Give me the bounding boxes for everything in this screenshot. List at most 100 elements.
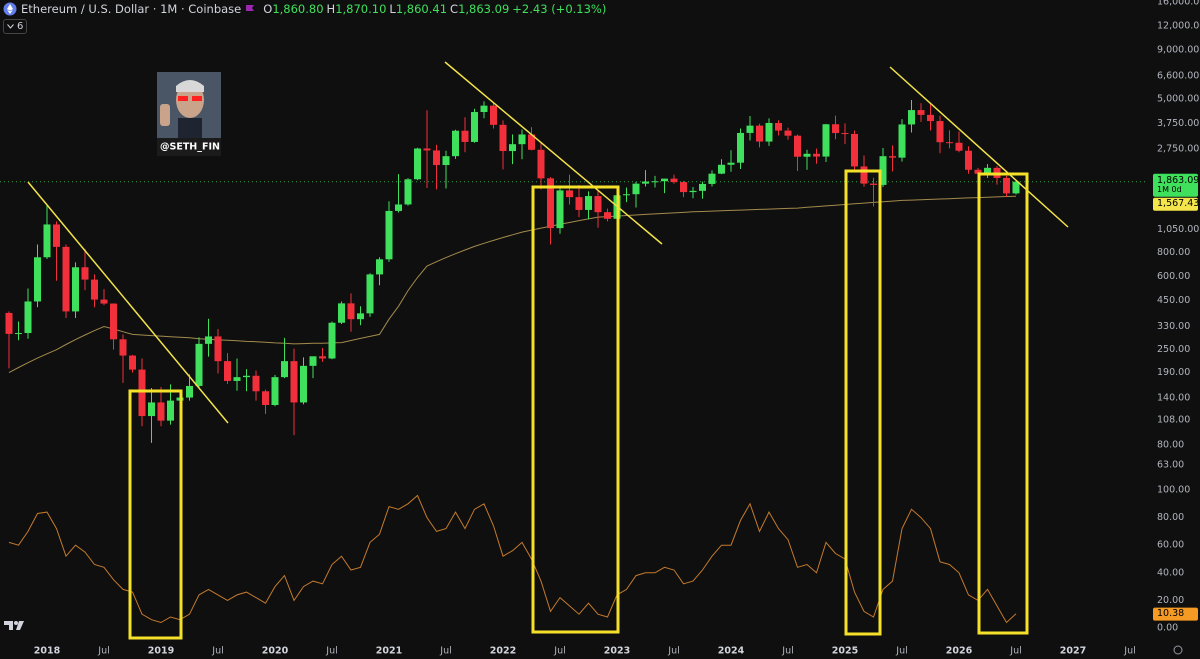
ma-label: 1,567.43: [1157, 198, 1199, 209]
settings-icon[interactable]: [1173, 645, 1183, 655]
symbol-icon: [3, 2, 17, 16]
x-tick-label: 2025: [832, 646, 858, 657]
candle-body: [556, 190, 564, 229]
highlight-box: [128, 389, 183, 640]
candle-body: [974, 169, 982, 174]
candle-body: [224, 361, 231, 381]
rsi-tag: [1153, 607, 1198, 621]
y-tick-label: 108.00: [1157, 414, 1190, 425]
candle-body: [775, 122, 782, 131]
ohlc-letter: C: [450, 2, 459, 16]
ohlc-value: 1,860.41: [395, 2, 448, 16]
avatar-hand: [160, 104, 170, 126]
y-tick-label: 600.00: [1157, 271, 1190, 282]
trendline: [444, 61, 663, 245]
rsi-tick-label: 60.00: [1157, 540, 1184, 551]
candle-body: [167, 400, 174, 421]
candle-body: [157, 402, 165, 421]
candle-body: [91, 279, 98, 300]
x-tick-label: 2018: [34, 646, 61, 657]
y-tick-label: 330.00: [1157, 321, 1190, 332]
candle-body: [300, 365, 307, 403]
candle-body: [243, 375, 250, 378]
candle-body: [822, 124, 830, 157]
logo-part: [16, 621, 24, 630]
rsi-tick-label: 80.00: [1157, 512, 1184, 523]
candle-body: [528, 134, 535, 150]
candle-body: [585, 196, 592, 210]
highlight-box: [844, 169, 882, 636]
candle-body: [110, 303, 117, 340]
candle-body: [262, 391, 269, 405]
y-tick-label: 9,000.00: [1157, 45, 1199, 56]
tv-logo: [4, 621, 24, 630]
candle-body: [946, 142, 953, 144]
highlight-box: [977, 172, 1029, 635]
candle-body: [898, 124, 906, 158]
candle-body: [490, 105, 497, 125]
candle-body: [689, 190, 697, 193]
candle-body: [129, 355, 136, 370]
candle-body: [746, 125, 754, 133]
candle-body: [34, 257, 41, 302]
y-tick-label: 800.00: [1157, 247, 1190, 258]
candle-body: [100, 299, 108, 304]
indicator-toggle[interactable]: 6: [3, 19, 28, 34]
candle-body: [53, 224, 60, 247]
candle-body: [233, 377, 241, 381]
candle-body: [594, 196, 602, 213]
y-tick-label: 6,600.00: [1157, 70, 1199, 81]
change: +2.43 (+0.13%): [512, 2, 607, 16]
ohlc-letter: L: [389, 2, 396, 16]
x-tick-label: 2024: [718, 646, 745, 657]
y-tick-label: 250.00: [1157, 344, 1190, 355]
x-tick-label: 2027: [1060, 646, 1086, 657]
y-tick-label: 450.00: [1157, 295, 1190, 306]
candle-body: [661, 178, 668, 182]
candle-body: [404, 179, 412, 205]
candle-body: [727, 162, 735, 165]
candle-body: [15, 333, 22, 335]
candle-body: [338, 303, 345, 323]
candle-body: [1003, 177, 1010, 194]
candle-body: [442, 156, 450, 166]
indicator-count: 6: [17, 21, 24, 32]
candle-body: [62, 246, 70, 312]
flag-icon[interactable]: [245, 4, 255, 14]
candle-body: [81, 267, 89, 280]
x-tick-label: Jul: [553, 646, 565, 657]
candle-body: [499, 124, 507, 152]
candle-body: [319, 356, 326, 359]
candle-body: [642, 181, 649, 184]
candle-body: [414, 148, 421, 180]
x-tick-label: 2023: [604, 646, 630, 657]
y-tick-label: 12,000.00: [1157, 21, 1200, 32]
candle-body: [471, 112, 478, 142]
candle-body: [537, 149, 545, 179]
logo-part: [4, 621, 13, 630]
candle-body: [575, 197, 583, 210]
candle-body: [480, 105, 488, 113]
y-tick-label: 63.00: [1157, 459, 1184, 470]
x-tick-label: 2019: [148, 646, 174, 657]
x-tick-label: Jul: [1123, 646, 1135, 657]
x-tick-label: Jul: [211, 646, 223, 657]
ohlc-value: 1,863.09: [458, 2, 510, 16]
candle-body: [290, 361, 298, 403]
candle-body: [680, 182, 687, 193]
candle-body: [813, 153, 820, 157]
rsi-tick-label: 20.00: [1157, 595, 1184, 606]
logo-part: [14, 621, 18, 625]
annotations: [27, 61, 1069, 640]
candle-body: [547, 178, 554, 229]
candle-body: [43, 224, 51, 258]
x-tick-label: Jul: [667, 646, 679, 657]
header: Ethereum / U.S. Dollar · 1M · Coinbase O…: [3, 2, 609, 16]
candle-body: [984, 167, 991, 174]
last-price-tag: [1153, 173, 1198, 197]
candle-body: [765, 122, 773, 142]
avatar-eye: [178, 96, 188, 101]
candle-body: [566, 190, 573, 198]
y-tick-label: 16,000.00: [1157, 0, 1200, 7]
candle-body: [841, 133, 849, 135]
